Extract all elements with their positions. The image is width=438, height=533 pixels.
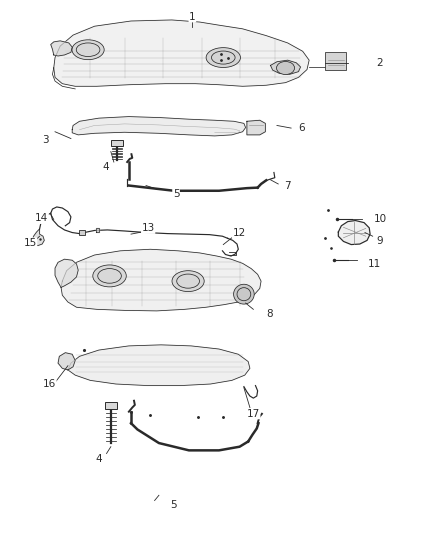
Polygon shape (338, 221, 370, 245)
Polygon shape (271, 60, 300, 74)
Polygon shape (247, 120, 265, 135)
Polygon shape (96, 228, 99, 232)
Text: 6: 6 (298, 123, 305, 133)
Text: 4: 4 (102, 162, 109, 172)
Text: 5: 5 (171, 499, 177, 510)
FancyBboxPatch shape (111, 140, 123, 147)
Polygon shape (55, 259, 78, 287)
Polygon shape (32, 229, 44, 246)
Polygon shape (72, 117, 246, 136)
Polygon shape (58, 353, 75, 370)
Ellipse shape (172, 271, 204, 292)
Polygon shape (61, 249, 261, 311)
Text: 17: 17 (247, 409, 260, 419)
Text: 15: 15 (24, 238, 37, 248)
Polygon shape (51, 41, 72, 56)
Text: 8: 8 (266, 309, 273, 319)
Text: 3: 3 (42, 135, 49, 145)
Text: 5: 5 (173, 189, 180, 199)
Text: 1: 1 (189, 12, 196, 22)
Text: 11: 11 (368, 259, 381, 269)
FancyBboxPatch shape (79, 230, 85, 235)
Text: 12: 12 (233, 228, 246, 238)
Polygon shape (54, 20, 309, 86)
Ellipse shape (72, 40, 104, 60)
Polygon shape (68, 345, 250, 385)
Text: 7: 7 (284, 181, 291, 190)
Text: 16: 16 (43, 379, 56, 389)
Text: 10: 10 (374, 214, 387, 224)
Text: 13: 13 (141, 223, 155, 233)
FancyBboxPatch shape (105, 402, 117, 409)
Text: 9: 9 (376, 237, 383, 246)
Ellipse shape (93, 265, 126, 287)
Text: 14: 14 (35, 213, 48, 223)
Text: 4: 4 (95, 454, 102, 464)
Text: 2: 2 (377, 58, 383, 68)
Ellipse shape (206, 47, 240, 68)
Ellipse shape (276, 61, 294, 75)
Ellipse shape (233, 284, 254, 304)
FancyBboxPatch shape (325, 52, 346, 70)
